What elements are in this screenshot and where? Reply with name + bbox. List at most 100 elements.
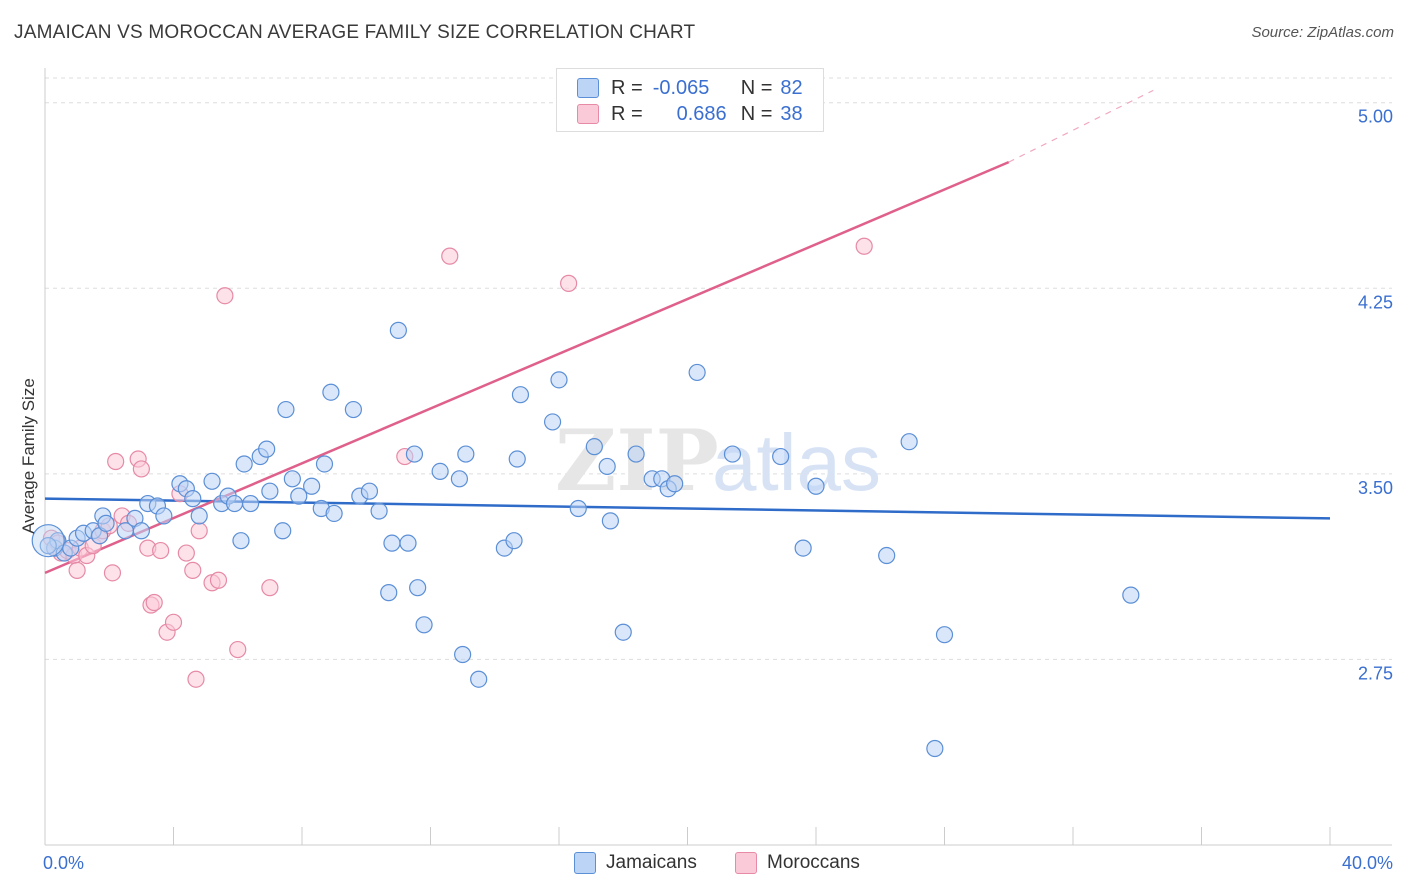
legend-item-jamaicans: Jamaicans xyxy=(574,852,697,874)
jamaican-point xyxy=(454,645,472,664)
moroccan-legend-swatch xyxy=(735,852,757,874)
jamaican-point xyxy=(235,455,253,473)
jamaican-point xyxy=(585,438,603,456)
moroccan-point xyxy=(441,247,459,265)
jamaican-point xyxy=(511,386,530,404)
moroccan-point xyxy=(145,593,163,612)
moroccan-point xyxy=(209,571,228,589)
jamaican-point xyxy=(431,462,449,480)
jamaican-cluster-point xyxy=(31,524,65,558)
jamaican-point xyxy=(450,470,469,488)
moroccan-point xyxy=(107,452,125,471)
moroccan-point xyxy=(103,564,122,582)
n-label: N = xyxy=(740,102,773,125)
jamaican-point xyxy=(794,539,812,557)
jamaican-point xyxy=(97,514,115,532)
r-label: R = xyxy=(611,102,643,125)
jamaican-point xyxy=(543,413,562,431)
x-tick-label: 40.0% xyxy=(1342,853,1393,873)
jamaican-point xyxy=(935,626,954,644)
jamaican-point xyxy=(383,534,401,552)
jamaican-point xyxy=(598,457,616,476)
x-tick-label: 0.0% xyxy=(43,853,84,873)
data-points xyxy=(31,237,1140,758)
y-tick-label: 2.75 xyxy=(1358,663,1393,683)
jamaican-point xyxy=(190,507,208,525)
moroccan-point xyxy=(184,561,202,579)
y-tick-label: 4.25 xyxy=(1358,292,1393,312)
y-tick-label: 5.00 xyxy=(1358,107,1393,127)
legend-row-jamaicans: R = -0.065 N = 82 xyxy=(577,75,803,101)
jamaican-point xyxy=(550,371,568,389)
n-value: 38 xyxy=(780,102,803,125)
n-value: 82 xyxy=(780,76,803,99)
jamaican-point xyxy=(409,579,427,597)
jamaican-point xyxy=(290,487,308,505)
jamaican-point xyxy=(399,534,417,552)
jamaican-point xyxy=(344,400,362,419)
jamaican-point xyxy=(1122,586,1140,604)
moroccan-point xyxy=(187,670,205,688)
jamaican-point xyxy=(370,502,388,520)
r-value: 0.686 xyxy=(676,102,727,125)
jamaican-point xyxy=(315,455,334,473)
correlation-legend: R = -0.065 N = 82 R = 0.686 N = 38 xyxy=(556,68,824,132)
jamaican-point xyxy=(772,447,790,466)
jamaican-point xyxy=(283,470,301,488)
series-legend: Jamaicans Moroccans xyxy=(0,852,1406,878)
moroccan-point xyxy=(261,579,279,597)
jamaican-point xyxy=(360,482,379,500)
tick-labels: 2.75 3.50 4.25 5.00 0.0% 40.0% xyxy=(43,107,1393,873)
jamaican-point xyxy=(258,440,276,458)
moroccan-point xyxy=(132,460,150,478)
trend-lines xyxy=(44,89,1331,574)
jamaican-point xyxy=(155,507,173,525)
moroccan-point xyxy=(855,237,873,255)
jamaican-point xyxy=(132,522,150,540)
jamaican-point xyxy=(405,445,424,463)
trendline-jamaicans xyxy=(44,497,1331,520)
grid-lines xyxy=(45,77,1392,660)
jamaican-point xyxy=(232,532,250,550)
legend-item-moroccans: Moroccans xyxy=(735,852,860,874)
moroccan-point xyxy=(560,274,578,292)
jamaican-point xyxy=(926,739,944,758)
jamaican-point xyxy=(380,584,398,602)
r-value: -0.065 xyxy=(652,76,710,99)
trendline-moroccans-extension xyxy=(1008,89,1154,163)
y-tick-label: 3.50 xyxy=(1358,478,1393,498)
axes xyxy=(44,68,1392,846)
legend-row-moroccans: R = 0.686 N = 38 xyxy=(577,101,803,127)
watermark: ZIPatlas xyxy=(555,411,881,510)
jamaican-point xyxy=(627,445,645,463)
y-axis-label: Average Family Size xyxy=(19,378,38,534)
r-label: R = xyxy=(611,76,643,99)
jamaican-point xyxy=(225,494,244,513)
jamaican-point xyxy=(666,475,684,493)
jamaican-point xyxy=(203,472,221,490)
legend-label-moroccans: Moroccans xyxy=(767,852,860,873)
jamaican-point xyxy=(277,400,295,419)
jamaican-point xyxy=(457,445,475,463)
legend-label-jamaicans: Jamaicans xyxy=(606,852,697,873)
moroccan-point xyxy=(177,544,195,562)
moroccan-point xyxy=(190,522,208,540)
jamaican-point xyxy=(389,321,407,339)
jamaican-point xyxy=(614,623,632,641)
moroccan-point xyxy=(68,561,86,579)
moroccan-swatch xyxy=(577,104,599,124)
jamaican-point xyxy=(322,383,340,401)
jamaican-point xyxy=(688,363,706,382)
chart-title: JAMAICAN VS MOROCCAN AVERAGE FAMILY SIZE… xyxy=(14,22,696,43)
jamaican-point xyxy=(470,670,488,688)
source-label: Source: ZipAtlas.com xyxy=(1251,24,1394,41)
jamaican-point xyxy=(601,512,620,530)
jamaican-point xyxy=(508,450,526,468)
jamaican-point xyxy=(274,522,292,540)
jamaican-point xyxy=(807,477,825,495)
jamaican-point xyxy=(505,532,523,550)
jamaican-legend-swatch xyxy=(574,852,596,874)
jamaican-point xyxy=(303,477,321,495)
jamaican-point xyxy=(242,494,260,513)
